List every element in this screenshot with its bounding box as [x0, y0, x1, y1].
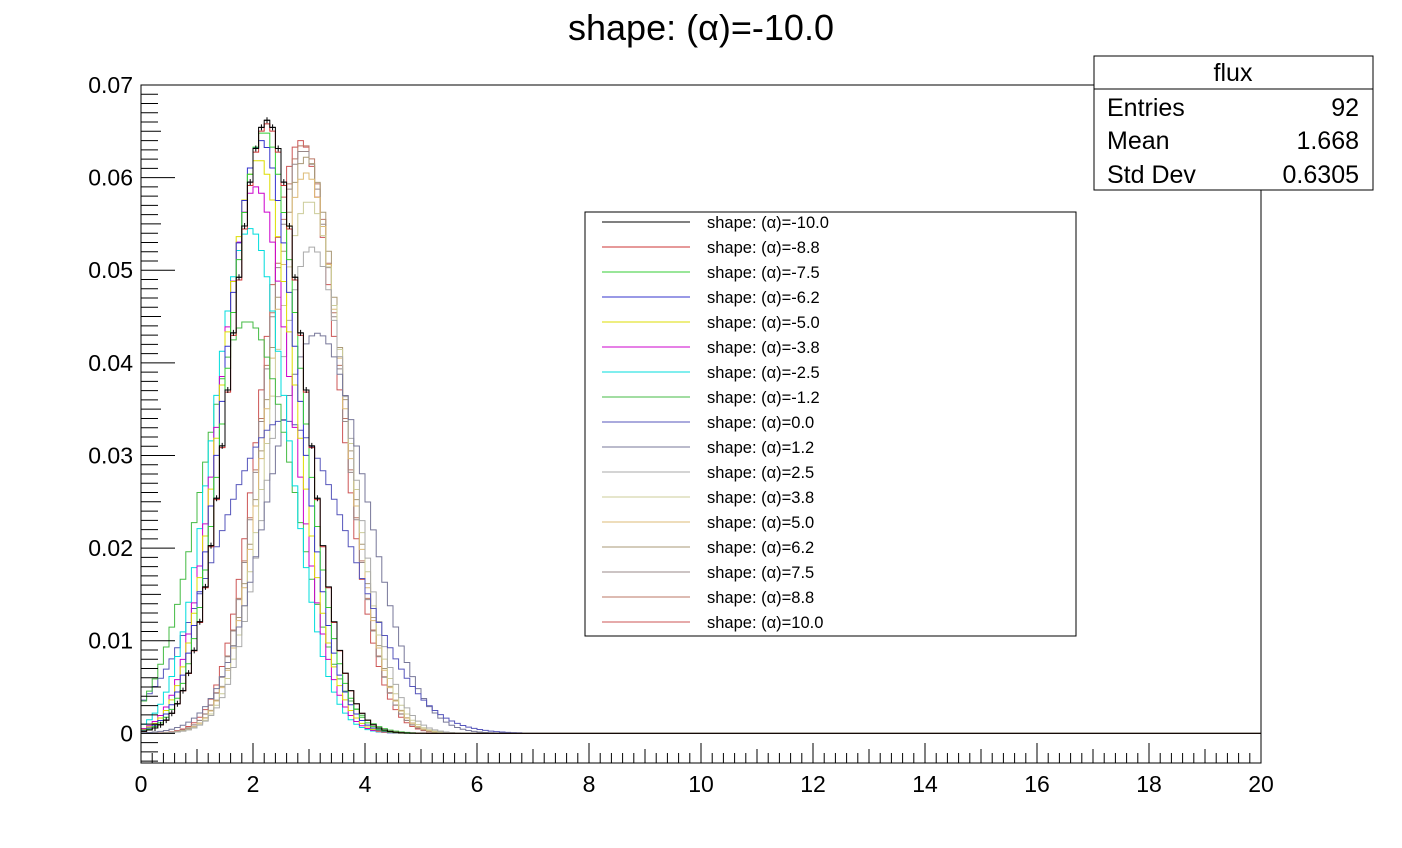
legend-label: shape: (α)=1.2: [707, 439, 814, 457]
data-point: [236, 274, 242, 281]
x-axis: 0 2 4 6 8 10 12 14 16 18 20: [135, 743, 1274, 797]
x-tick-label: 12: [800, 771, 826, 797]
legend-label: shape: (α)=3.8: [707, 489, 814, 507]
y-tick-label: 0.06: [88, 165, 133, 191]
chart-title: shape: (α)=-10.0: [568, 7, 834, 48]
legend-label: shape: (α)=-2.5: [707, 364, 820, 382]
x-tick-label: 10: [688, 771, 714, 797]
data-point: [247, 179, 254, 186]
y-tick-label: 0.07: [88, 72, 133, 98]
legend-label: shape: (α)=-10.0: [707, 214, 829, 232]
stats-label-mean: Mean: [1107, 127, 1170, 155]
y-axis: 0 0.01 0.02 0.03 0.04 0.05 0.06 0.07: [88, 72, 175, 762]
data-point: [269, 124, 276, 131]
stats-value-mean: 1.668: [1296, 127, 1359, 155]
legend-label: shape: (α)=0.0: [707, 414, 814, 432]
y-tick-label: 0.05: [88, 257, 133, 283]
x-tick-label: 2: [247, 771, 260, 797]
x-tick-label: 18: [1136, 771, 1162, 797]
stats-label-entries: Entries: [1107, 94, 1185, 122]
legend-label: shape: (α)=10.0: [707, 614, 823, 632]
legend-label: shape: (α)=-3.8: [707, 339, 820, 357]
stats-value-entries: 92: [1331, 94, 1359, 122]
legend: shape: (α)=-10.0 shape: (α)=-8.8 shape: (α…: [584, 211, 1077, 637]
x-tick-label: 0: [135, 771, 148, 797]
x-tick-label: 6: [471, 771, 484, 797]
legend-label: shape: (α)=7.5: [707, 564, 814, 582]
data-point: [297, 329, 304, 336]
data-point: [275, 145, 282, 152]
data-point: [308, 442, 315, 449]
legend-box: [584, 211, 1077, 637]
y-tick-label: 0.01: [88, 628, 133, 654]
legend-label: shape: (α)=2.5: [707, 464, 814, 482]
data-point: [303, 387, 310, 394]
x-tick-label: 16: [1024, 771, 1050, 797]
data-point: [157, 721, 164, 728]
data-point: [208, 542, 214, 549]
x-tick-label: 8: [583, 771, 596, 797]
data-point: [163, 717, 170, 724]
stats-value-stddev: 0.6305: [1283, 161, 1359, 189]
data-point: [241, 222, 248, 229]
data-point: [152, 724, 158, 731]
data-point: [174, 700, 181, 707]
data-point: [224, 387, 231, 394]
data-point: [292, 274, 298, 281]
legend-label: shape: (α)=5.0: [707, 514, 814, 532]
y-tick-label: 0.04: [88, 350, 133, 376]
legend-label: shape: (α)=-1.2: [707, 389, 820, 407]
x-tick-label: 14: [912, 771, 938, 797]
data-point: [314, 495, 321, 502]
histogram-curves: [141, 117, 1261, 734]
y-tick-label: 0: [120, 720, 133, 746]
data-point: [168, 710, 175, 717]
legend-label: shape: (α)=-5.0: [707, 314, 820, 332]
legend-label: shape: (α)=8.8: [707, 589, 814, 607]
data-point: [258, 124, 265, 131]
data-point: [213, 495, 220, 502]
data-point: [196, 618, 203, 625]
data-point: [191, 647, 198, 654]
x-tick-label: 4: [359, 771, 372, 797]
y-tick-label: 0.02: [88, 535, 133, 561]
data-point: [219, 442, 226, 449]
data-point: [286, 222, 293, 229]
data-point: [230, 329, 237, 336]
legend-label: shape: (α)=-6.2: [707, 289, 820, 307]
data-point: [252, 145, 259, 152]
legend-label: shape: (α)=-7.5: [707, 264, 820, 282]
stats-box: flux Entries 92 Mean 1.668 Std Dev 0.630…: [1093, 55, 1374, 191]
stats-label-stddev: Std Dev: [1107, 161, 1196, 189]
data-point: [264, 117, 270, 124]
data-point: [185, 670, 192, 677]
legend-label: shape: (α)=-8.8: [707, 239, 820, 257]
data-point: [202, 583, 209, 590]
legend-label: shape: (α)=6.2: [707, 539, 814, 557]
x-tick-label: 20: [1248, 771, 1274, 797]
stats-frame: [1093, 55, 1374, 191]
y-tick-label: 0.03: [88, 442, 133, 468]
stats-title: flux: [1214, 59, 1253, 87]
data-point: [180, 687, 186, 694]
data-point: [280, 179, 287, 186]
